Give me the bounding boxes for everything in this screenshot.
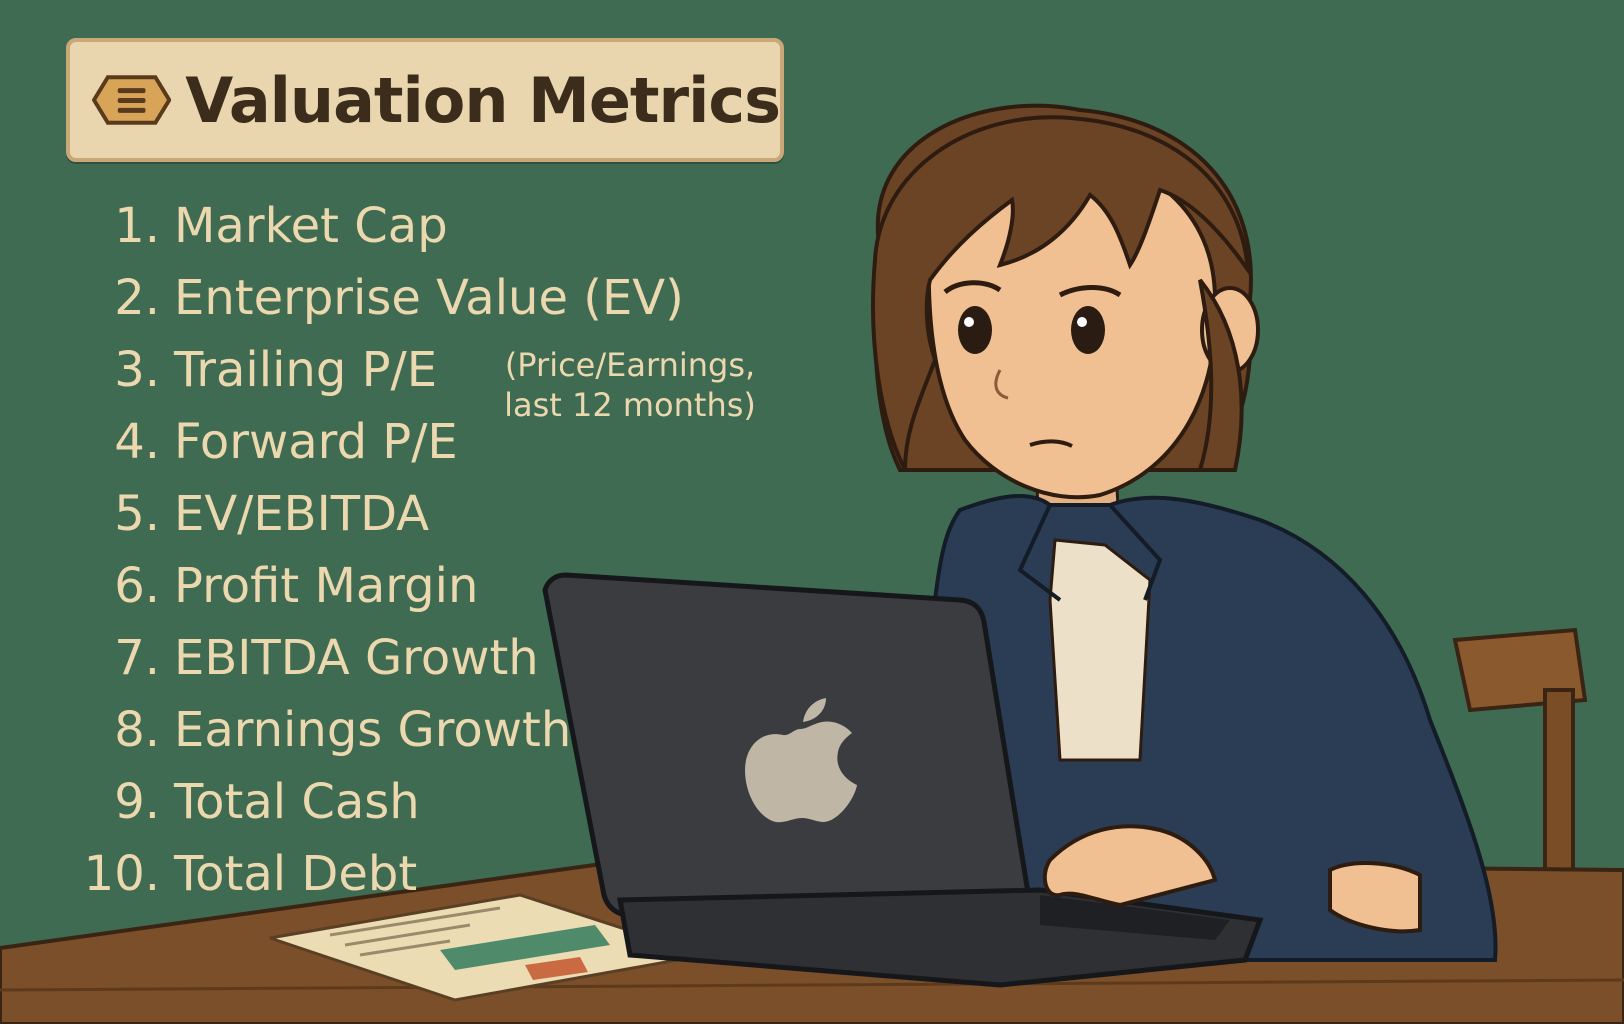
item-number: 7. <box>114 630 160 686</box>
item-label: Enterprise Value (EV) <box>174 270 684 326</box>
list-item: 2. Enterprise Value (EV) <box>78 262 684 334</box>
item-label: Total Debt <box>174 846 418 902</box>
item-label: Trailing P/E <box>174 342 438 398</box>
item-number: 9. <box>114 774 160 830</box>
list-item: 9. Total Cash <box>78 766 684 838</box>
item-number: 2. <box>114 270 160 326</box>
menu-hexagon-icon <box>92 75 172 125</box>
list-item: 1. Market Cap <box>78 190 684 262</box>
item-number: 6. <box>114 558 160 614</box>
list-item: 10. Total Debt <box>78 838 684 910</box>
note-line: last 12 months) <box>504 386 756 424</box>
page-title: Valuation Metrics <box>185 63 781 137</box>
item-number: 8. <box>114 702 160 758</box>
item-number: 3. <box>114 342 160 398</box>
list-item: 8. Earnings Growth <box>78 694 684 766</box>
hands <box>1042 824 1422 934</box>
item-label: Forward P/E <box>174 414 458 470</box>
hair-bangs <box>871 115 1251 472</box>
list-item: 5. EV/EBITDA <box>78 478 684 550</box>
title-banner: Valuation Metrics <box>66 38 784 162</box>
apple-logo-icon <box>745 698 857 823</box>
trailing-pe-note: (Price/Earnings, last 12 months) <box>460 345 800 425</box>
list-item: 3. Trailing P/E <box>78 334 684 406</box>
item-number: 1. <box>114 198 160 254</box>
item-label: Market Cap <box>174 198 448 254</box>
item-label: Total Cash <box>174 774 420 830</box>
item-number: 4. <box>114 414 160 470</box>
item-label: EV/EBITDA <box>174 486 430 542</box>
metrics-list: 1. Market Cap 2. Enterprise Value (EV) 3. T… <box>78 190 684 910</box>
list-item: 4. Forward P/E <box>78 406 684 478</box>
report-paper <box>269 893 706 1002</box>
item-number: 10. <box>83 846 160 902</box>
item-label: Profit Margin <box>174 558 479 614</box>
item-label: EBITDA Growth <box>174 630 539 686</box>
note-line: (Price/Earnings, <box>504 346 756 384</box>
item-number: 5. <box>114 486 160 542</box>
laptop <box>542 572 1264 988</box>
item-label: Earnings Growth <box>174 702 572 758</box>
list-item: 7. EBITDA Growth <box>78 622 684 694</box>
list-item: 6. Profit Margin <box>78 550 684 622</box>
